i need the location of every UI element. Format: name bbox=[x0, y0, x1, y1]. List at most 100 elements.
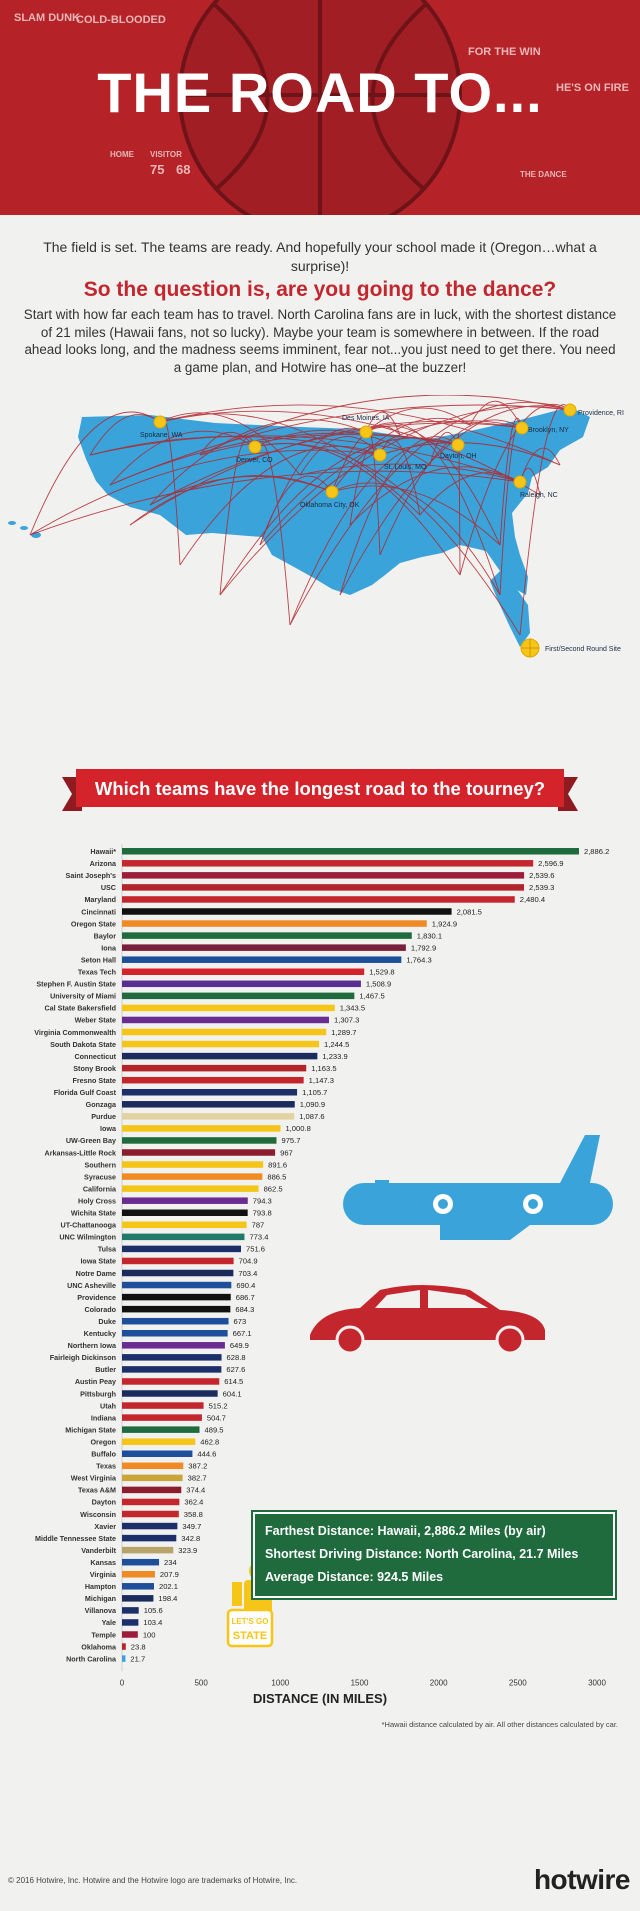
category-label: Kentucky bbox=[84, 1329, 116, 1338]
category-label: Dayton bbox=[92, 1498, 116, 1507]
route-arc bbox=[259, 420, 523, 546]
category-label: Xavier bbox=[94, 1522, 116, 1531]
x-tick-label: 1000 bbox=[271, 1678, 289, 1687]
category-label: Yale bbox=[102, 1618, 116, 1627]
value-label: 787 bbox=[252, 1221, 265, 1230]
badge-line2: STATE bbox=[233, 1630, 267, 1642]
category-label: UW-Green Bay bbox=[66, 1136, 116, 1145]
value-label: 1,467.5 bbox=[359, 992, 384, 1001]
bar bbox=[122, 968, 365, 975]
bar bbox=[122, 1498, 180, 1506]
category-label: California bbox=[83, 1184, 117, 1193]
bar bbox=[122, 1233, 245, 1241]
bar bbox=[122, 1101, 295, 1108]
bar bbox=[122, 1125, 281, 1132]
category-label: Texas Tech bbox=[78, 968, 116, 977]
bar bbox=[122, 1474, 183, 1482]
route-arc bbox=[254, 429, 431, 466]
category-label: Virginia bbox=[90, 1570, 117, 1579]
value-label: 207.9 bbox=[160, 1570, 179, 1579]
site-marker bbox=[563, 403, 577, 417]
category-label: Oregon State bbox=[71, 919, 116, 928]
value-label: 604.1 bbox=[223, 1389, 242, 1398]
average-distance: Average Distance: 924.5 Miles bbox=[265, 1570, 444, 1584]
bar bbox=[122, 1366, 222, 1373]
route-arc bbox=[259, 475, 333, 546]
value-label: 382.7 bbox=[188, 1474, 207, 1483]
value-label: 967 bbox=[280, 1148, 293, 1157]
bar bbox=[122, 1655, 126, 1662]
value-label: 614.5 bbox=[224, 1377, 243, 1386]
site-marker bbox=[325, 485, 339, 499]
category-label: Stephen F. Austin State bbox=[36, 980, 116, 989]
value-label: 704.9 bbox=[239, 1257, 258, 1266]
value-label: 100 bbox=[143, 1630, 156, 1639]
value-label: 2,539.3 bbox=[529, 883, 554, 892]
bar bbox=[122, 1004, 335, 1012]
bar bbox=[122, 1558, 160, 1566]
x-axis-label: DISTANCE (IN MILES) bbox=[252, 1691, 388, 1706]
route-arc bbox=[159, 412, 301, 476]
chart-category-labels: Hawaii* Arizona Saint Joseph's USC Maryland C… bbox=[34, 847, 117, 1663]
car-icon bbox=[310, 1285, 545, 1355]
value-label: 2,886.2 bbox=[584, 847, 609, 856]
site-label: Oklahoma City, OK bbox=[300, 502, 360, 509]
category-label: Wisconsin bbox=[80, 1510, 116, 1519]
category-label: Holy Cross bbox=[78, 1196, 116, 1205]
site-label: Raleigh, NC bbox=[520, 492, 558, 499]
bar bbox=[122, 1161, 264, 1168]
value-label: 886.5 bbox=[267, 1172, 286, 1181]
bar bbox=[122, 920, 427, 927]
route-arc bbox=[129, 475, 333, 526]
value-label: 751.6 bbox=[246, 1245, 265, 1254]
site-label: St. Louis, MO bbox=[384, 464, 427, 471]
category-label: Iowa bbox=[100, 1124, 117, 1133]
shortest-distance: Shortest Driving Distance: North Carolin… bbox=[265, 1547, 579, 1561]
bar bbox=[122, 1510, 179, 1518]
deco-text: SLAM DUNK bbox=[14, 12, 80, 24]
bar bbox=[122, 1438, 196, 1445]
value-label: 444.6 bbox=[197, 1450, 216, 1459]
route-arc bbox=[29, 449, 381, 536]
category-label: Gonzaga bbox=[86, 1100, 117, 1109]
route-arc bbox=[289, 441, 459, 626]
bar bbox=[122, 1028, 327, 1036]
route-arc bbox=[109, 404, 571, 486]
value-label: 1,924.9 bbox=[432, 919, 457, 928]
route-arc bbox=[339, 436, 459, 596]
site-marker bbox=[153, 415, 167, 429]
category-label: Middle Tennessee State bbox=[35, 1534, 116, 1543]
category-label: Oklahoma bbox=[81, 1642, 117, 1651]
category-label: Pittsburgh bbox=[80, 1389, 116, 1398]
bar bbox=[122, 872, 525, 879]
value-label: 462.8 bbox=[200, 1437, 219, 1446]
bar bbox=[122, 1330, 228, 1337]
site-label: Spokane, WA bbox=[140, 432, 183, 439]
deco-text: 68 bbox=[176, 162, 191, 177]
value-label: 105.6 bbox=[144, 1606, 163, 1615]
value-label: 1,163.5 bbox=[311, 1064, 336, 1073]
category-label: UNC Wilmington bbox=[59, 1233, 116, 1242]
bar bbox=[122, 1414, 202, 1421]
basketball-illustration bbox=[178, 0, 462, 215]
value-label: 362.4 bbox=[184, 1498, 203, 1507]
travel-routes bbox=[29, 395, 571, 636]
value-label: 1,792.9 bbox=[411, 943, 436, 952]
category-label: Connecticut bbox=[74, 1052, 116, 1061]
route-arc bbox=[519, 404, 571, 636]
value-label: 1,830.1 bbox=[417, 931, 442, 940]
route-arc bbox=[199, 434, 459, 456]
route-arc bbox=[331, 482, 501, 596]
route-arc bbox=[499, 417, 523, 546]
value-label: 627.6 bbox=[226, 1365, 245, 1374]
value-label: 794.3 bbox=[253, 1196, 272, 1205]
value-label: 23.8 bbox=[131, 1642, 146, 1651]
deco-text: 75 bbox=[150, 162, 165, 177]
category-label: Arizona bbox=[90, 859, 117, 868]
category-label: Indiana bbox=[91, 1413, 117, 1422]
us-landmass bbox=[78, 407, 590, 595]
category-label: Iona bbox=[101, 943, 117, 952]
category-label: Northern Iowa bbox=[68, 1341, 117, 1350]
category-label: Kansas bbox=[90, 1558, 116, 1567]
category-label: West Virginia bbox=[71, 1474, 117, 1483]
